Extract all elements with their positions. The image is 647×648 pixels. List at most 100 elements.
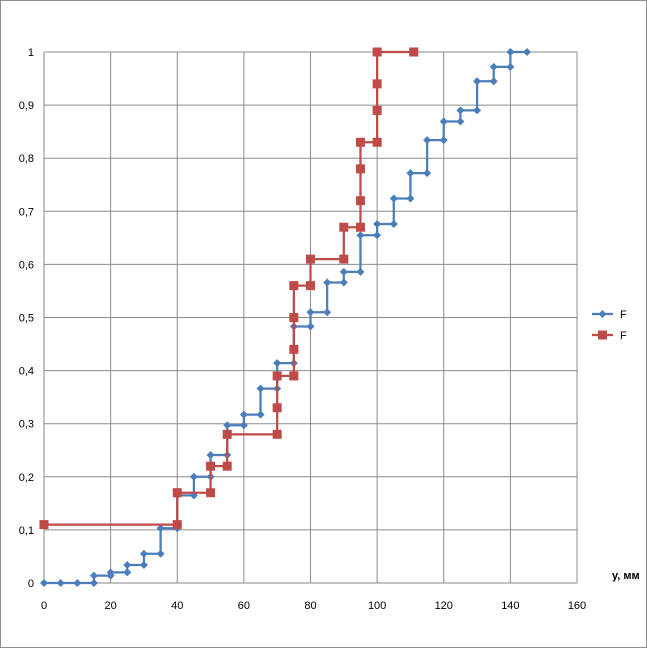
y-tick-label: 1 xyxy=(28,47,34,59)
axes: 0 0,1 0,2 0,3 0,4 0,5 0,6 0,7 0,8 0,9 1 0 20 40 60 80 10… xyxy=(19,47,586,612)
data-point xyxy=(456,117,465,126)
y-tick-label: 0,4 xyxy=(19,366,34,378)
data-point xyxy=(156,524,165,533)
x-tick-label: 140 xyxy=(501,600,519,612)
data-point xyxy=(372,105,382,115)
data-point xyxy=(39,520,49,530)
data-point xyxy=(256,410,265,419)
legend-label: F xyxy=(620,330,627,342)
data-point xyxy=(239,410,248,419)
data-point xyxy=(372,79,382,89)
data-point xyxy=(40,579,48,587)
data-point xyxy=(409,47,419,57)
x-tick-label: 20 xyxy=(105,600,117,612)
data-point xyxy=(222,461,232,471)
data-point xyxy=(306,281,315,291)
y-tick-label: 0,6 xyxy=(19,259,34,271)
data-point xyxy=(272,403,282,413)
data-point xyxy=(289,313,299,322)
y-tick-label: 0,7 xyxy=(19,206,34,218)
x-tick-label: 80 xyxy=(304,600,316,612)
legend-item-2: F xyxy=(592,330,627,342)
data-point xyxy=(339,278,348,287)
data-point xyxy=(189,472,198,481)
data-point xyxy=(289,281,299,291)
legend-item-1: F xyxy=(592,309,627,321)
series-2 xyxy=(39,47,419,530)
data-point xyxy=(89,571,98,580)
data-point xyxy=(406,194,415,203)
data-point xyxy=(489,62,498,71)
data-point xyxy=(339,222,349,232)
data-point xyxy=(172,520,182,530)
legend-marker xyxy=(598,330,607,340)
data-point xyxy=(206,488,216,498)
data-point xyxy=(89,579,98,587)
data-point xyxy=(356,231,365,240)
data-point xyxy=(223,421,232,430)
data-point xyxy=(73,579,82,587)
data-point xyxy=(355,137,365,147)
data-point xyxy=(123,560,132,569)
data-point xyxy=(506,48,515,56)
legend: FF xyxy=(592,309,627,342)
data-point xyxy=(489,77,498,86)
data-point xyxy=(272,371,282,381)
data-point xyxy=(306,254,315,264)
x-tick-label: 120 xyxy=(435,600,453,612)
x-tick-label: 160 xyxy=(568,600,586,612)
data-point xyxy=(373,220,382,229)
y-tick-label: 0,9 xyxy=(19,100,34,112)
data-point xyxy=(323,308,332,317)
data-point xyxy=(389,220,398,229)
data-point xyxy=(372,47,382,57)
y-tick-label: 0,3 xyxy=(19,419,34,431)
data-point xyxy=(156,549,165,558)
data-point xyxy=(473,106,482,115)
data-point xyxy=(523,48,532,56)
data-point xyxy=(239,421,248,430)
data-point xyxy=(123,568,132,577)
x-axis-title: y, мм xyxy=(612,570,640,582)
data-point xyxy=(406,169,415,178)
data-point xyxy=(355,164,365,174)
data-point xyxy=(355,222,365,232)
y-tick-label: 0,8 xyxy=(19,153,34,165)
data-point xyxy=(206,461,216,471)
data-point xyxy=(423,136,432,145)
data-point xyxy=(389,194,398,203)
data-point xyxy=(106,568,115,577)
data-point xyxy=(506,62,515,71)
data-point xyxy=(139,549,148,558)
data-point xyxy=(456,106,465,115)
data-point xyxy=(439,117,448,126)
data-point xyxy=(222,429,232,439)
data-point xyxy=(439,136,448,145)
data-point xyxy=(423,169,432,178)
data-point xyxy=(323,278,332,287)
data-point xyxy=(372,137,382,147)
data-point xyxy=(172,488,182,498)
series xyxy=(39,47,532,587)
data-point xyxy=(339,254,349,264)
data-point xyxy=(373,231,382,240)
x-tick-label: 40 xyxy=(171,600,183,612)
data-point xyxy=(272,429,282,439)
data-point xyxy=(56,579,65,587)
data-point xyxy=(306,308,315,317)
data-point xyxy=(256,384,265,393)
data-point xyxy=(339,267,348,276)
data-point xyxy=(355,196,365,206)
x-tick-label: 0 xyxy=(41,600,47,612)
x-tick-label: 60 xyxy=(238,600,250,612)
data-point xyxy=(206,451,215,460)
data-point xyxy=(273,359,282,368)
y-tick-label: 0,1 xyxy=(19,525,34,537)
y-tick-label: 0,5 xyxy=(19,313,34,325)
x-tick-label: 100 xyxy=(368,600,386,612)
data-point xyxy=(306,322,315,331)
y-tick-label: 0 xyxy=(28,578,34,590)
data-point xyxy=(356,267,365,276)
